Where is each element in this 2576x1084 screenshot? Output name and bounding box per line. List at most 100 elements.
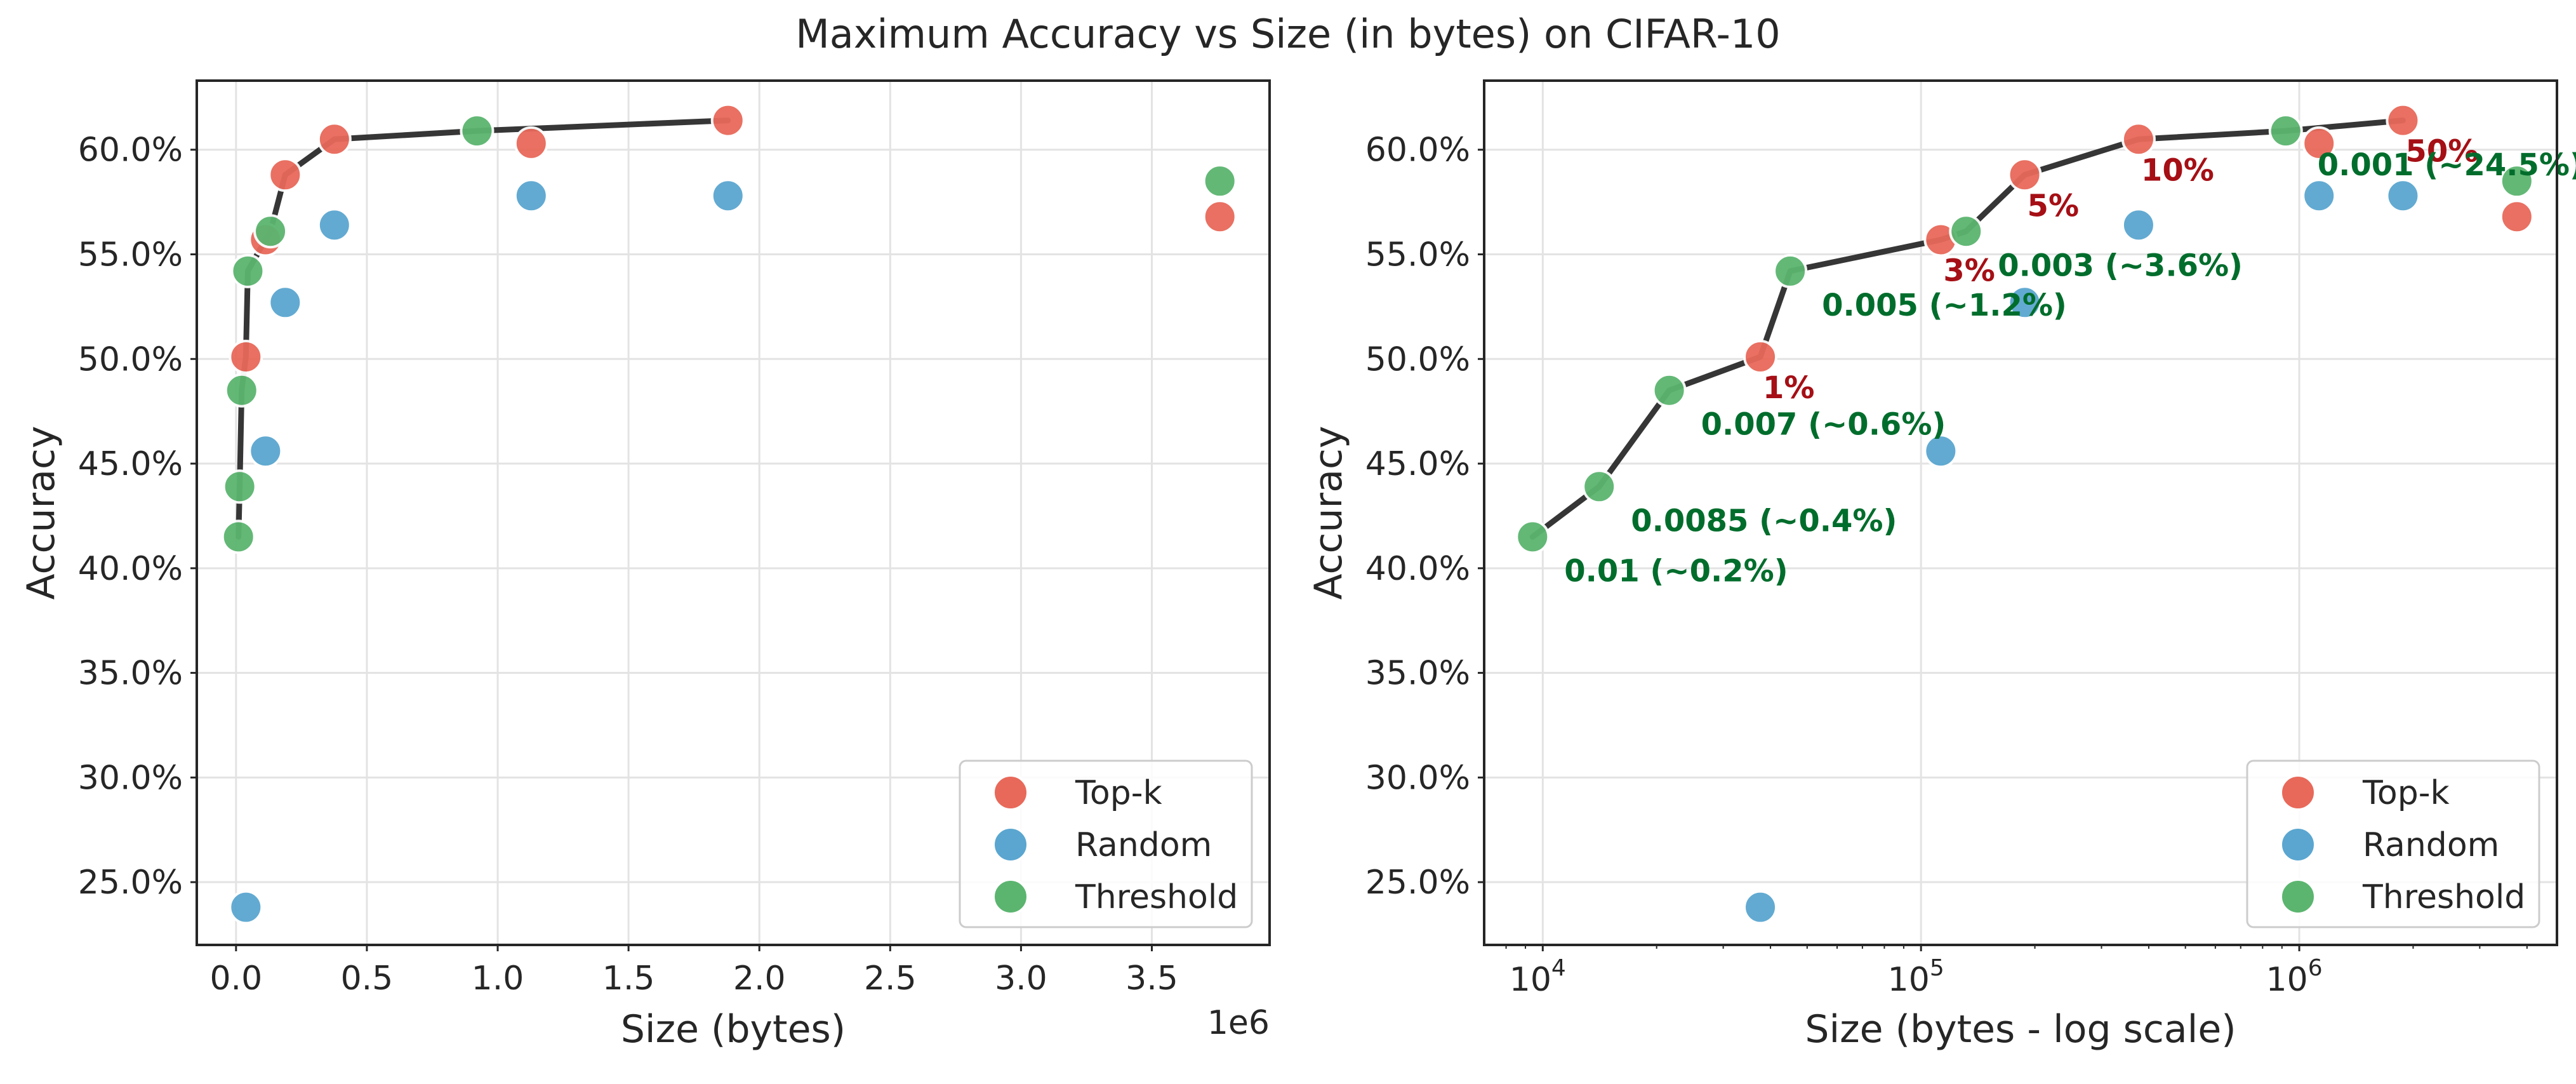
random-point — [2007, 285, 2042, 320]
topk-point — [2121, 122, 2156, 157]
y-tick-label: 25.0% — [78, 864, 183, 902]
random-point — [710, 178, 745, 213]
random-point — [2386, 178, 2420, 213]
legend-label: Random — [2363, 826, 2499, 864]
threshold-point — [2499, 164, 2534, 199]
threshold-annotation: 0.003 (~3.6%) — [1998, 248, 2243, 283]
topk-annotation: 50% — [2405, 134, 2478, 170]
y-tick-label: 40.0% — [1365, 550, 1470, 588]
legend: Top-k Random Threshold — [2246, 759, 2540, 928]
legend: Top-k Random Threshold — [959, 759, 1253, 928]
threshold-annotation: 0.0085 (~0.4%) — [1631, 503, 1897, 539]
random-point — [248, 434, 283, 469]
legend-label: Threshold — [1075, 878, 1238, 916]
chart-panel-linear: 25.0% 30.0% 35.0% 40.0% 45.0% 50.0% 55.0% 60.0%… — [19, 79, 1271, 1052]
y-tick-label: 35.0% — [78, 655, 183, 693]
topk-point — [1202, 199, 1237, 234]
topk-annotation: 10% — [2141, 152, 2214, 188]
topk-point — [1743, 339, 1778, 374]
x-offset-text: 1e6 — [1207, 1004, 1270, 1042]
legend-box — [959, 759, 1253, 928]
topk-point — [2302, 126, 2337, 161]
threshold-annotation: 0.001 (~24.5%) — [2318, 147, 2576, 183]
x-tick-label: 1.0 — [472, 960, 524, 998]
y-axis-label: Accuracy — [1306, 426, 1351, 600]
y-tick-label: 30.0% — [78, 759, 183, 797]
threshold-point — [1202, 164, 1237, 199]
x-tick-label: 104 — [1510, 955, 1566, 999]
figure-title: Maximum Accuracy vs Size (in bytes) on C… — [795, 11, 1780, 57]
topk-point — [710, 103, 745, 138]
y-tick-label: 60.0% — [78, 131, 183, 170]
threshold-point — [1773, 253, 1808, 288]
x-tick-label: 106 — [2266, 955, 2323, 999]
plot-frame — [196, 79, 1271, 946]
y-tick-label: 60.0% — [1365, 131, 1470, 170]
x-axis-label: Size (bytes - log scale) — [1805, 1007, 2236, 1052]
x-tick-label: 105 — [1888, 955, 1944, 999]
threshold-point — [460, 114, 495, 149]
random-point — [2302, 178, 2337, 213]
topk-point — [229, 339, 263, 374]
legend-marker-topk — [2280, 774, 2316, 811]
topk-point — [2386, 103, 2420, 138]
threshold-point — [1582, 469, 1617, 504]
x-tick-exponent: 6 — [2308, 955, 2323, 981]
random-point — [514, 178, 548, 213]
y-tick-label: 55.0% — [1365, 236, 1470, 274]
random-point — [268, 285, 303, 320]
legend-label: Random — [1075, 826, 1212, 864]
y-tick-label: 40.0% — [78, 550, 183, 588]
x-tick-exponent: 4 — [1551, 955, 1566, 981]
legend-marker-random — [2280, 826, 2316, 863]
y-tick-label: 55.0% — [78, 236, 183, 274]
threshold-point — [253, 214, 288, 249]
topk-point — [514, 126, 548, 161]
threshold-point — [224, 373, 259, 408]
y-tick-label: 45.0% — [1365, 445, 1470, 483]
random-point — [229, 890, 263, 925]
threshold-point — [221, 519, 256, 554]
legend-marker-threshold — [2280, 878, 2316, 915]
threshold-point — [1515, 519, 1550, 554]
x-tick-label: 3.5 — [1125, 960, 1178, 998]
y-tick-label: 30.0% — [1365, 759, 1470, 797]
y-tick-label: 45.0% — [78, 445, 183, 483]
x-tick-base: 10 — [1510, 961, 1551, 999]
chart-panel-log: 25.0% 30.0% 35.0% 40.0% 45.0% 50.0% 55.0% 60.0%… — [1306, 79, 2576, 1052]
x-tick-exponent: 5 — [1930, 955, 1944, 981]
y-tick-label: 35.0% — [1365, 655, 1470, 693]
x-tick-label: 0.5 — [341, 960, 394, 998]
topk-point — [2499, 199, 2534, 234]
threshold-point — [1949, 214, 1984, 249]
legend-marker-random — [992, 826, 1029, 863]
threshold-annotation: 0.005 (~1.2%) — [1822, 288, 2067, 323]
legend-label: Threshold — [2362, 878, 2525, 916]
x-axis-label: Size (bytes) — [621, 1007, 846, 1052]
y-tick-label: 25.0% — [1365, 864, 1470, 902]
y-tick-label: 50.0% — [78, 340, 183, 378]
legend-box — [2246, 759, 2540, 928]
topk-annotation: 5% — [2028, 188, 2080, 224]
legend-label: Top-k — [1075, 774, 1162, 812]
legend-label: Top-k — [2362, 774, 2450, 812]
x-tick-base: 10 — [1888, 961, 1930, 999]
legend-marker-threshold — [992, 878, 1029, 915]
topk-point — [268, 157, 303, 192]
x-tick-label: 2.0 — [733, 960, 786, 998]
x-tick-label: 3.0 — [995, 960, 1047, 998]
random-point — [1923, 434, 1958, 469]
x-tick-base: 10 — [2266, 961, 2308, 999]
threshold-point — [222, 469, 257, 504]
y-tick-label: 50.0% — [1365, 340, 1470, 378]
topk-annotation: 1% — [1763, 370, 1815, 406]
random-point — [1743, 890, 1778, 925]
y-axis-label: Accuracy — [19, 426, 63, 600]
x-tick-label: 0.0 — [209, 960, 262, 998]
topk-point — [2007, 157, 2042, 192]
threshold-annotation: 0.007 (~0.6%) — [1701, 407, 1946, 443]
topk-annotation: 3% — [1943, 253, 1995, 288]
threshold-annotation: 0.01 (~0.2%) — [1564, 553, 1788, 589]
plot-frame — [1483, 79, 2558, 946]
